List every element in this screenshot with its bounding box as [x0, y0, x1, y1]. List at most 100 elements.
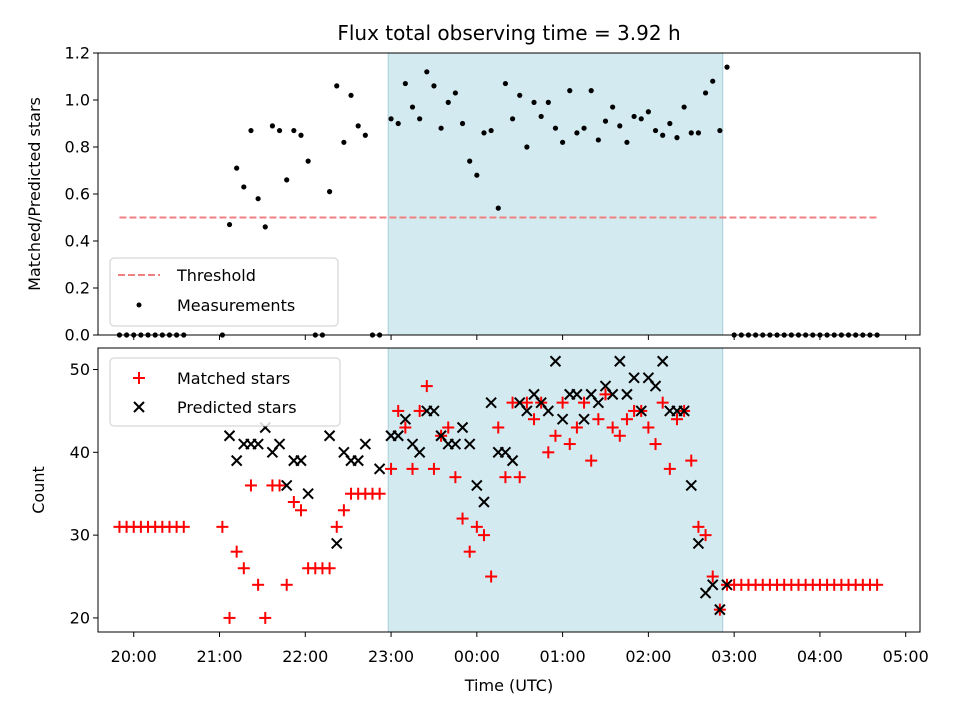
predicted-star-stroke-b — [485, 396, 497, 409]
top-highlight-span — [387, 52, 724, 336]
matched-star-point — [223, 611, 236, 624]
matched-star-point — [463, 545, 476, 558]
bottom-panel: 20 30 40 50 20:00 21:00 22:00 23:00 00:00 01:00 0… — [29, 347, 929, 695]
x-tick-label: 20:00 — [111, 647, 157, 666]
matched-star-point — [556, 396, 569, 409]
predicted-star-point — [707, 579, 719, 591]
x-tick-label: 02:00 — [625, 647, 671, 666]
matched-star-point — [287, 496, 300, 509]
measurement-point — [452, 90, 458, 96]
predicted-star-stroke-b — [585, 388, 597, 401]
predicted-star-stroke-b — [435, 430, 447, 442]
measurement-point — [560, 139, 566, 145]
predicted-star-stroke-b — [428, 405, 440, 417]
measurement-point — [234, 165, 240, 171]
predicted-star-stroke-b — [606, 388, 619, 401]
matched-star-point — [406, 462, 419, 475]
matched-star-point — [542, 446, 555, 459]
predicted-star-point — [556, 413, 569, 425]
predicted-star-point — [542, 405, 555, 417]
predicted-star-point — [280, 479, 293, 492]
predicted-star-point — [578, 413, 590, 425]
predicted-star-point — [463, 438, 476, 450]
matched-star-point — [585, 454, 598, 467]
top-y-tick-label: 0.6 — [65, 185, 90, 204]
matched-star-point — [670, 413, 683, 426]
predicted-star-stroke-b — [578, 413, 590, 425]
chart-title: Flux total observing time = 3.92 h — [337, 21, 680, 45]
predicted-star-point — [428, 405, 440, 417]
bottom-highlight-span — [387, 347, 724, 633]
predicted-star-stroke-b — [302, 488, 314, 500]
matched-star-point — [420, 380, 433, 393]
matched-star-point — [427, 462, 440, 475]
x-axis-label: Time (UTC) — [464, 676, 553, 695]
legend-threshold-label: Threshold — [176, 266, 256, 285]
matched-star-point — [642, 421, 655, 434]
x-tick-label: 22:00 — [282, 647, 328, 666]
matched-star-point — [323, 562, 336, 575]
measurement-point — [334, 83, 340, 89]
measurement-point — [517, 92, 523, 98]
predicted-star-point — [223, 430, 236, 442]
matched-star-point — [599, 388, 612, 401]
matched-star-point — [656, 396, 669, 409]
predicted-star-stroke-b — [359, 438, 372, 450]
top-y-tick-label: 0.8 — [65, 138, 90, 157]
predicted-star-stroke-b — [535, 396, 547, 409]
predicted-star-point — [521, 405, 533, 417]
predicted-star-point — [721, 579, 733, 591]
matched-star-point — [244, 479, 257, 492]
x-tick-label: 03:00 — [711, 647, 757, 666]
predicted-star-stroke-b — [295, 454, 307, 467]
top-x-ticks — [133, 335, 907, 340]
measurement-point — [445, 99, 451, 105]
measurement-point — [417, 116, 423, 122]
bottom-y-tick-label: 40 — [70, 443, 90, 462]
legend-predicted-swatch — [133, 401, 145, 413]
predicted-star-point — [649, 380, 662, 392]
matched-star-point — [570, 421, 583, 434]
predicted-star-stroke-b — [521, 405, 533, 417]
top-y-tick-label: 0.4 — [65, 232, 90, 251]
measurement-point — [617, 123, 623, 129]
predicted-star-stroke-b — [528, 388, 540, 401]
predicted-star-stroke-b — [449, 438, 462, 450]
matched-star-point — [578, 396, 591, 409]
measurement-point — [409, 104, 416, 110]
predicted-star-stroke-b — [599, 380, 612, 392]
measurement-point — [652, 127, 659, 134]
matched-star-point — [237, 562, 250, 575]
predicted-star-stroke-b — [456, 421, 469, 434]
predicted-star-stroke-b — [692, 537, 705, 550]
predicted-star-point — [628, 372, 640, 384]
x-tick-label: 23:00 — [368, 647, 414, 666]
predicted-star-stroke-b — [406, 438, 419, 450]
predicted-star-point — [323, 430, 336, 442]
predicted-star-stroke-b — [614, 355, 626, 367]
matched-star-point — [685, 454, 698, 467]
bottom-y-tick-label: 50 — [70, 360, 90, 379]
predicted-star-stroke-b — [642, 372, 655, 384]
predicted-star-stroke-b — [549, 355, 562, 367]
matched-star-point — [177, 520, 190, 533]
predicted-star-stroke-b — [230, 454, 243, 467]
predicted-star-stroke-b — [721, 579, 733, 591]
predicted-star-point — [373, 463, 386, 475]
measurement-point — [588, 88, 594, 94]
matched-star-point — [520, 396, 533, 409]
matched-star-point — [252, 578, 265, 591]
measurement-point — [326, 189, 333, 195]
matched-star-point — [477, 529, 490, 542]
predicted-star-point — [592, 396, 605, 409]
measurement-point — [495, 205, 501, 211]
measurement-point — [467, 158, 473, 164]
measurement-point — [255, 196, 261, 202]
predicted-star-stroke-b — [649, 380, 662, 392]
matched-star-point — [337, 504, 350, 517]
measurement-point — [488, 127, 494, 134]
matched-stars-points — [113, 380, 884, 624]
predicted-star-point — [230, 454, 243, 467]
predicted-star-stroke-b — [514, 396, 526, 409]
